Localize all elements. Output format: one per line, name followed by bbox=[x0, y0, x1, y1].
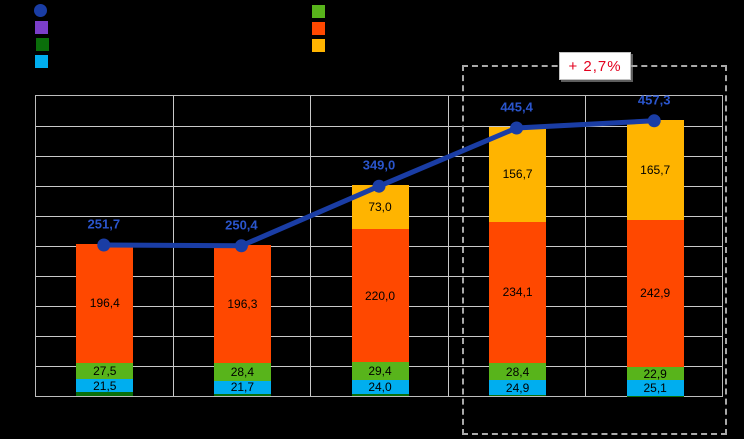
cyan-series-marker-icon bbox=[35, 55, 48, 68]
line-value-label: 349,0 bbox=[362, 157, 396, 173]
line-value-label: 250,4 bbox=[225, 217, 258, 233]
bar-segment-cyan: 21,7 bbox=[213, 380, 271, 395]
growth-annotation: + 2,7% bbox=[559, 52, 631, 80]
bar-stack: 25,1 22,9 242,9 165,7 bbox=[626, 119, 684, 396]
v-gridline bbox=[310, 96, 312, 396]
segment-value-label: 73,0 bbox=[368, 200, 392, 215]
bar-segment-cyan: 24,9 bbox=[489, 380, 547, 396]
bar-stack: 21,7 28,4 196,3 bbox=[213, 244, 271, 396]
bar-segment-amber: 73,0 bbox=[351, 185, 409, 230]
orangered-series-marker-icon bbox=[312, 22, 325, 35]
v-gridline bbox=[173, 96, 175, 396]
bar-stack: 24,0 29,4 220,0 73,0 bbox=[351, 185, 409, 396]
segment-value-label: 28,4 bbox=[230, 364, 255, 379]
darkgreen-series-marker-icon bbox=[36, 38, 49, 51]
bar-segment-darkgreen_thin bbox=[213, 393, 271, 396]
green-series-marker-icon bbox=[312, 5, 325, 18]
highlight-dashed-box bbox=[462, 65, 727, 435]
segment-value-label: 22,9 bbox=[643, 366, 667, 381]
bar-segment-green: 27,5 bbox=[76, 362, 134, 380]
amber-series-marker-icon bbox=[312, 39, 325, 52]
bar-segment-orange_red: 220,0 bbox=[351, 229, 409, 363]
segment-value-label: 29,4 bbox=[368, 364, 392, 379]
bar-segment-green: 28,4 bbox=[489, 363, 547, 381]
segment-value-label: 234,1 bbox=[502, 285, 533, 300]
segment-value-label: 25,1 bbox=[643, 381, 667, 395]
bar-segment-green: 28,4 bbox=[213, 363, 271, 381]
segment-value-label: 28,4 bbox=[505, 364, 530, 379]
segment-value-label: 21,5 bbox=[93, 378, 117, 393]
bar-segment-cyan: 21,5 bbox=[76, 378, 134, 393]
segment-value-label: 27,5 bbox=[93, 363, 117, 378]
bar-segment-darkgreen_thin bbox=[489, 395, 547, 396]
segment-value-label: 24,0 bbox=[368, 380, 392, 395]
purple-series-marker-icon bbox=[35, 21, 48, 34]
segment-value-label: 196,4 bbox=[89, 296, 120, 311]
segment-value-label: 242,9 bbox=[640, 286, 671, 301]
bar-segment-cyan: 25,1 bbox=[626, 380, 684, 396]
segment-value-label: 24,9 bbox=[505, 380, 530, 395]
segment-value-label: 196,3 bbox=[227, 297, 258, 312]
bar-segment-green: 22,9 bbox=[626, 366, 684, 381]
segment-value-label: 220,0 bbox=[364, 288, 396, 303]
segment-value-label: 21,7 bbox=[230, 380, 255, 395]
v-gridline bbox=[447, 96, 449, 396]
line-value-label: 445,4 bbox=[500, 99, 533, 115]
bar-stack: 21,5 27,5 196,4 bbox=[76, 243, 134, 396]
bar-segment-orange_red: 196,4 bbox=[76, 243, 134, 363]
line-value-label: 251,7 bbox=[87, 216, 121, 232]
bar-segment-green: 29,4 bbox=[351, 362, 409, 380]
line-value-label: 457,3 bbox=[637, 92, 671, 108]
bar-segment-darkgreen_thin bbox=[76, 392, 134, 396]
total-line-marker-icon bbox=[34, 4, 47, 17]
bar-segment-cyan: 24,0 bbox=[351, 379, 409, 395]
growth-annotation-text: + 2,7% bbox=[568, 57, 622, 75]
bar-segment-orange_red: 196,3 bbox=[213, 244, 271, 364]
bar-segment-darkgreen_thin bbox=[351, 394, 409, 396]
bar-segment-orange_red: 242,9 bbox=[626, 219, 684, 367]
